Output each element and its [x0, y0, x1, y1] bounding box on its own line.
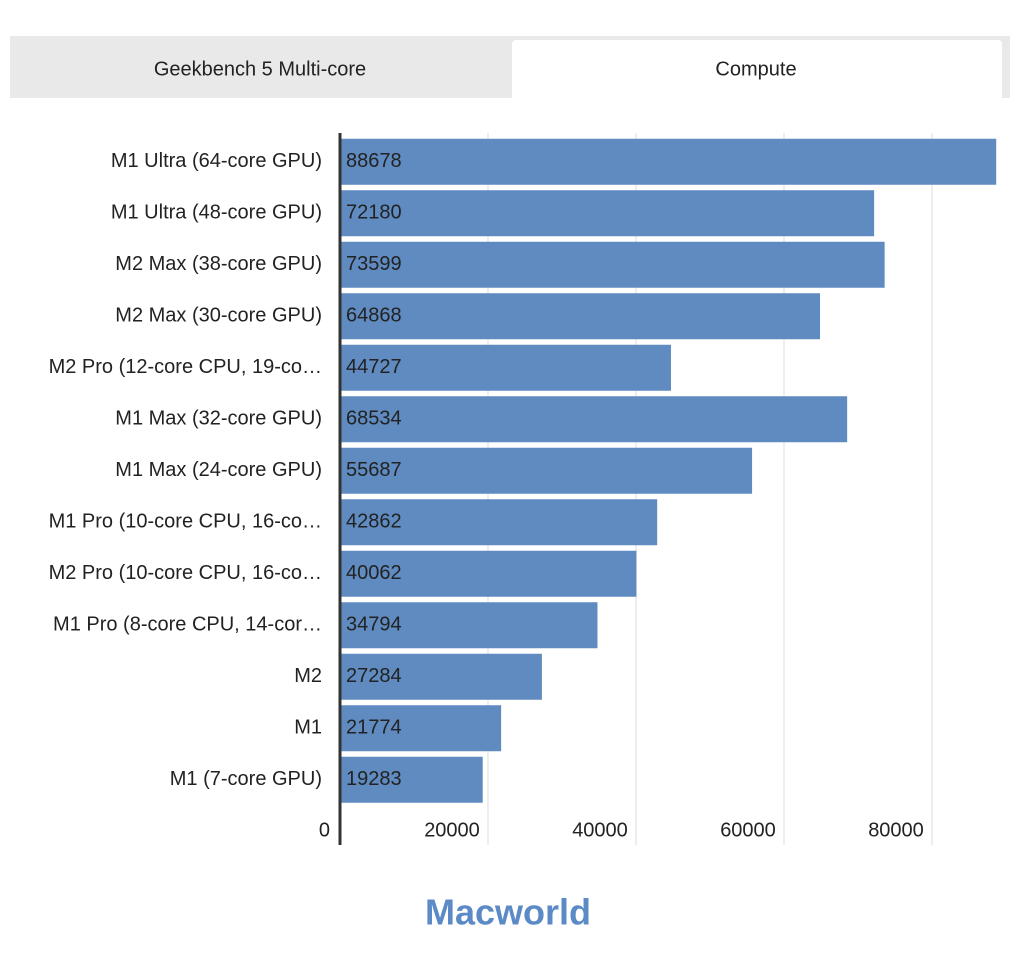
value-label: 55687	[346, 459, 402, 481]
bar	[340, 293, 821, 340]
value-label: 40062	[346, 562, 402, 584]
tab-label[interactable]: Compute	[715, 58, 796, 80]
active-tab[interactable]	[512, 40, 1002, 100]
bar	[340, 241, 885, 288]
y-tick-label: M2 Max (30-core GPU)	[115, 305, 322, 327]
bar	[340, 447, 753, 494]
y-tick-label: M2 Pro (10-core CPU, 16-co…	[49, 562, 322, 584]
plot: 0 20000 40000 60000 80000 M1 Ultra (64-core G…	[49, 133, 997, 845]
x-tick-label: 0	[319, 819, 330, 841]
bar	[340, 653, 542, 700]
y-tick-label: M1 Ultra (64-core GPU)	[111, 150, 322, 172]
bar	[340, 344, 671, 391]
x-tick-label: 60000	[720, 819, 776, 841]
brand-logo: Macworld	[425, 892, 591, 933]
y-tick-label: M1 Max (24-core GPU)	[115, 459, 322, 481]
value-label: 64868	[346, 305, 402, 327]
y-tick-label: M2 Max (38-core GPU)	[115, 253, 322, 275]
y-tick-label: M1 (7-core GPU)	[170, 768, 322, 790]
value-label: 42862	[346, 511, 402, 533]
bar	[340, 499, 658, 546]
bar	[340, 756, 483, 803]
y-tick-label: M1	[294, 717, 322, 739]
y-tick-label: M1 Pro (8-core CPU, 14-cor…	[53, 614, 322, 636]
y-tick-label: M1 Pro (10-core CPU, 16-co…	[49, 511, 322, 533]
y-tick-label: M2	[294, 665, 322, 687]
bar	[340, 190, 875, 237]
value-label: 73599	[346, 253, 402, 275]
value-label: 27284	[346, 665, 402, 687]
tab-label[interactable]: Geekbench 5 Multi-core	[154, 58, 366, 80]
bar	[340, 138, 997, 185]
y-tick-label: M2 Pro (12-core CPU, 19-co…	[49, 356, 322, 378]
value-label: 88678	[346, 150, 402, 172]
value-label: 68534	[346, 408, 402, 430]
value-label: 34794	[346, 614, 402, 636]
bar	[340, 602, 598, 649]
y-tick-label: M1 Max (32-core GPU)	[115, 408, 322, 430]
bar	[340, 550, 637, 597]
value-label: 21774	[346, 717, 402, 739]
y-tick-label: M1 Ultra (48-core GPU)	[111, 202, 322, 224]
value-label: 19283	[346, 768, 402, 790]
value-label: 44727	[346, 356, 402, 378]
x-tick-label: 80000	[868, 819, 924, 841]
value-label: 72180	[346, 202, 402, 224]
x-tick-label: 40000	[572, 819, 628, 841]
bar	[340, 705, 502, 752]
bar	[340, 396, 848, 443]
x-tick-label: 20000	[424, 819, 480, 841]
